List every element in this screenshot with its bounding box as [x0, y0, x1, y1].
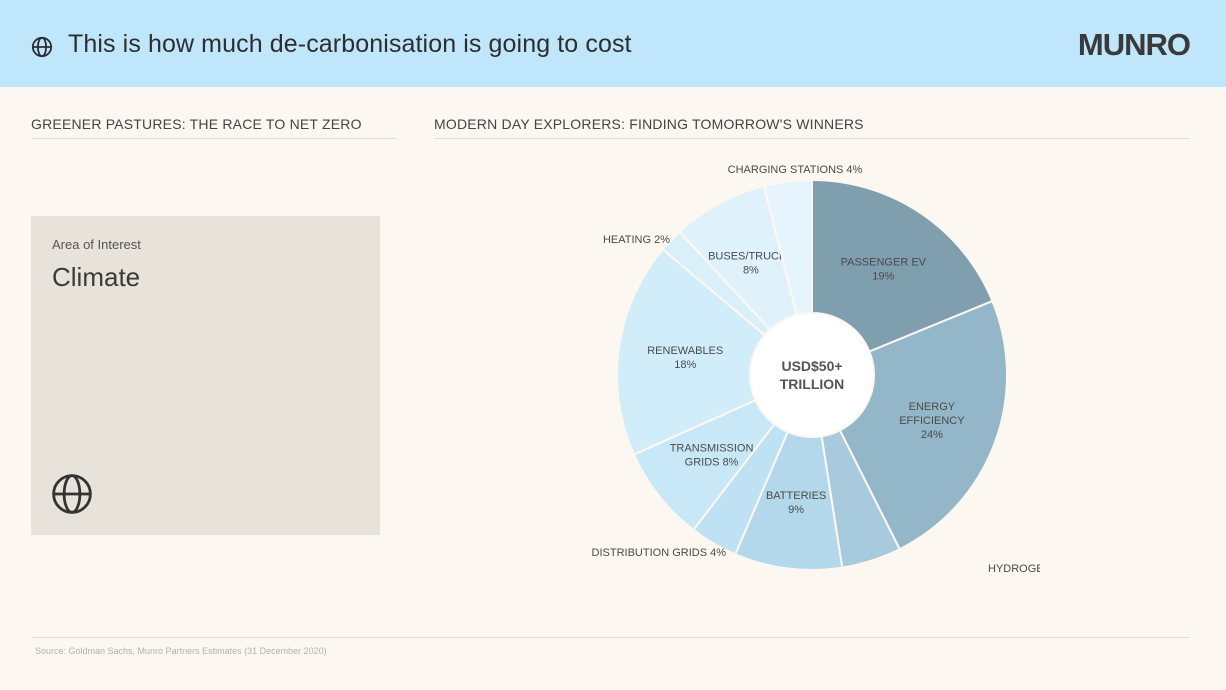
pie-slice	[838, 299, 1008, 551]
slice-label: HEATING 2%	[603, 234, 670, 246]
right-section-divider	[434, 138, 1190, 139]
left-section-divider	[31, 138, 397, 139]
slice-label: HYDROGEN CCS 5%	[988, 563, 1040, 575]
brand-logo: MUNRO	[1077, 27, 1191, 62]
center-total-label: USD$50+ TRILLION	[780, 358, 845, 392]
slice-label: DISTRIBUTION GRIDS 4%	[592, 547, 727, 559]
area-of-interest-card[interactable]: Area of Interest Climate	[31, 216, 380, 535]
slice-label: BATTERIES 9%	[766, 490, 826, 516]
slice-label: CHARGING STATIONS 4%	[728, 164, 863, 176]
source-note: Source: Goldman Sachs, Munro Partners Es…	[35, 646, 327, 656]
card-value: Climate	[52, 262, 141, 292]
pie-slice	[811, 178, 994, 353]
globe-icon	[52, 474, 92, 514]
donut-chart: PASSENGER EV 19% ENERGY EFFICIENCY 24% HYDROG…	[592, 164, 1040, 575]
slice-label: PASSENGER EV 19%	[841, 257, 927, 283]
slice-label: ENERGY EFFICIENCY 24%	[899, 401, 965, 441]
donut-hole	[751, 314, 873, 436]
slice-label: TRANSMISSION GRIDS 8%	[670, 442, 754, 468]
right-section-label: MODERN DAY EXPLORERS: FINDING TOMORROW'S…	[434, 116, 864, 132]
footer-divider	[31, 637, 1190, 638]
slice-label: BUSES/TRUCKS 8%	[708, 251, 794, 277]
globe-icon	[31, 36, 53, 58]
card-kicker: Area of Interest	[52, 237, 141, 252]
header-bar: This is how much de-carbonisation is goi…	[0, 0, 1226, 87]
pie-slice	[616, 247, 766, 456]
pie-slice	[762, 178, 813, 317]
page-title: This is how much de-carbonisation is goi…	[68, 30, 632, 58]
slice-label: RENEWABLES 18%	[647, 345, 723, 371]
left-section-label: GREENER PASTURES: THE RACE TO NET ZERO	[31, 116, 362, 132]
